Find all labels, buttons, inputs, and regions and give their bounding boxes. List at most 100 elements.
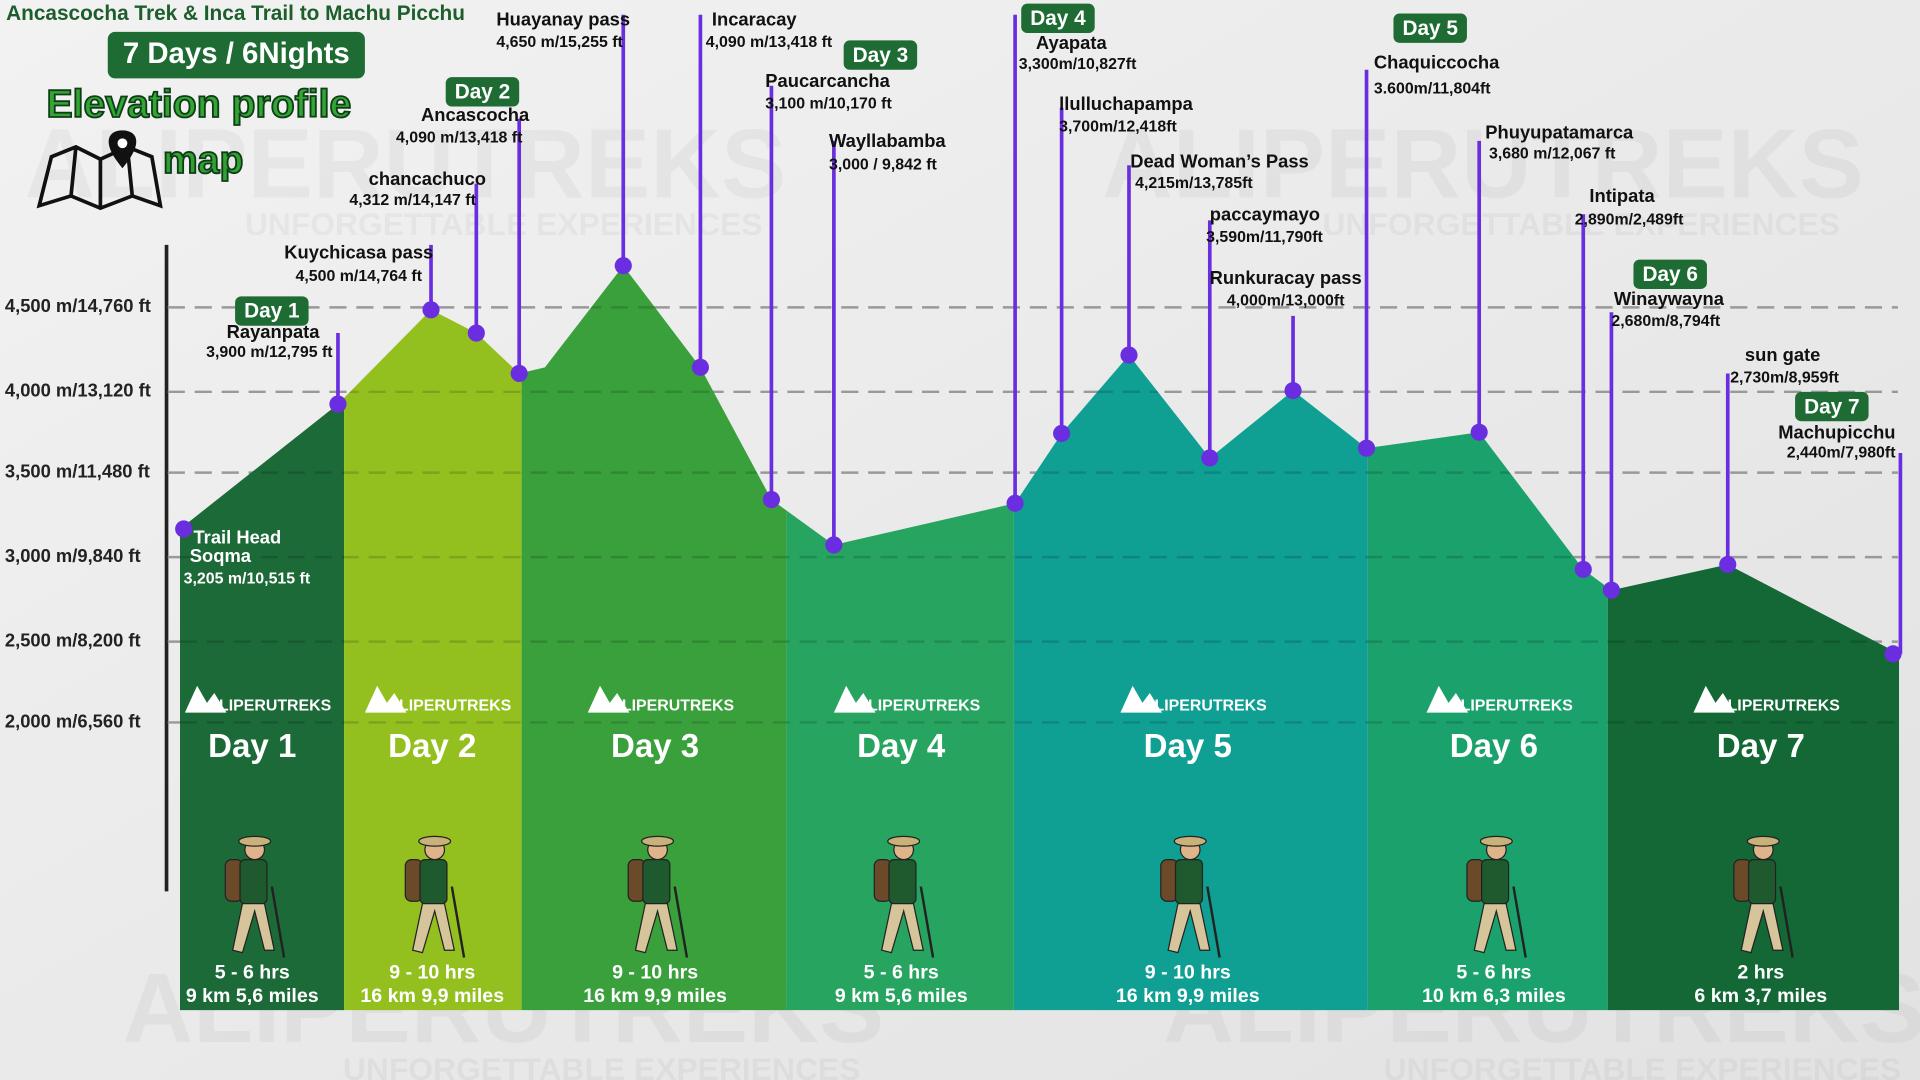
- hiker-hat: [641, 835, 675, 847]
- day-hours: 5 - 6 hrs: [864, 962, 939, 984]
- waypoint-dot: [762, 491, 780, 509]
- waypoint-elevation: 3,000 / 9,842 ft: [829, 157, 938, 174]
- watermark-tagline: UNFORGETTABLE EXPERIENCES: [343, 1051, 861, 1080]
- hiker-legs: [634, 903, 678, 954]
- waypoint-elevation: 4,090 m/13,418 ft: [396, 130, 523, 147]
- brand-logo: ALIPERUTREKS: [1143, 698, 1267, 715]
- waypoint-name: Runkuracay pass: [1210, 267, 1362, 288]
- hiker-pole: [1512, 886, 1527, 958]
- waypoint-name: Trail Head: [193, 527, 281, 548]
- day-label: Day 4: [857, 728, 946, 765]
- title: Ancascocha Trek & Inca Trail to Machu Pi…: [6, 2, 465, 25]
- brand-mark: [1120, 685, 1163, 713]
- waypoint-elevation: 2,680m/8,794ft: [1611, 313, 1720, 330]
- waypoint-dot: [1120, 346, 1138, 364]
- day-hours: 5 - 6 hrs: [215, 962, 290, 984]
- day-hours: 9 - 10 hrs: [389, 962, 475, 984]
- waypoint-elevation: 3,680 m/12,067 ft: [1489, 145, 1616, 162]
- day-hours: 5 - 6 hrs: [1456, 962, 1531, 984]
- hiker-legs: [1167, 903, 1211, 954]
- hiker-hat: [1479, 835, 1513, 847]
- waypoint-elevation: 2,890m/2,489ft: [1575, 212, 1684, 229]
- waypoint-dot: [175, 520, 193, 538]
- waypoint-name: Dead Woman’s Pass: [1130, 151, 1309, 172]
- axis-label: 4,500 m/14,760 ft: [5, 295, 151, 316]
- day-badge-label: Day 1: [244, 300, 300, 323]
- day-distance: 9 km 5,6 miles: [835, 985, 968, 1007]
- waypoint-elevation: 3.600m/11,804ft: [1374, 81, 1491, 98]
- hiker-icon: [1733, 835, 1794, 958]
- hiker-icon: [224, 835, 286, 958]
- hiker-icon: [1466, 835, 1527, 958]
- hiker-hat: [418, 835, 452, 847]
- waypoint-dot: [1884, 645, 1902, 663]
- day-badge-label: Day 2: [455, 81, 511, 104]
- waypoint-name: Phuyupatamarca: [1485, 121, 1634, 142]
- waypoint-dot: [614, 257, 632, 275]
- brand-logo: ALIPERUTREKS: [857, 698, 981, 715]
- day-badge: [843, 40, 918, 70]
- waypoint-elevation: 4,650 m/15,255 ft: [496, 34, 623, 51]
- brand-mark: [833, 685, 876, 713]
- day-label: Day 7: [1717, 728, 1805, 765]
- hiker-icon: [1160, 835, 1221, 958]
- hiker-pole: [1779, 886, 1794, 958]
- hiker-body: [888, 858, 917, 905]
- waypoint-elevation: 4,312 m/14,147 ft: [349, 192, 476, 209]
- axis-label: 2,000 m/6,560 ft: [5, 710, 141, 731]
- waypoint-elevation: 3,205 m/10,515 ft: [184, 570, 311, 587]
- waypoint-dot: [691, 358, 709, 376]
- waypoint-dot: [1602, 581, 1620, 599]
- waypoint-elevation: 2,440m/7,980ft: [1787, 444, 1896, 461]
- brand-mark: [1693, 685, 1736, 713]
- day-distance: 16 km 9,9 miles: [1116, 985, 1260, 1007]
- hiker-body: [642, 858, 671, 905]
- waypoint-dot: [1574, 560, 1592, 578]
- day-hours: 2 hrs: [1737, 962, 1784, 984]
- day-badge: [1393, 13, 1467, 43]
- axis-label: 3,500 m/11,480 ft: [5, 460, 150, 481]
- day-label: Day 3: [611, 728, 699, 765]
- waypoint-name: Huayanay pass: [496, 9, 630, 30]
- waypoint-dot: [422, 301, 440, 319]
- waypoint-elevation: 4,500 m/14,764 ft: [296, 268, 423, 285]
- day-distance: 16 km 9,9 miles: [360, 985, 504, 1007]
- axis-label: 2,500 m/8,200 ft: [5, 629, 141, 650]
- brand-logo: ALIPERUTREKS: [388, 698, 512, 715]
- watermark: ALIPERUTREKS: [24, 108, 786, 218]
- hiker-legs: [1473, 903, 1517, 954]
- hiker-icon: [627, 835, 689, 958]
- waypoint-dot: [329, 395, 347, 413]
- hiker-hat: [887, 835, 921, 847]
- hiker-body: [1481, 858, 1510, 905]
- hiker-legs: [880, 903, 925, 954]
- axis-label: 4,000 m/13,120 ft: [5, 380, 151, 401]
- brand-mark: [364, 685, 407, 713]
- day-badge-label: Day 4: [1030, 7, 1086, 30]
- watermark-tagline: UNFORGETTABLE EXPERIENCES: [245, 206, 763, 242]
- day-label: Day 6: [1450, 728, 1538, 765]
- waypoint-name: sun gate: [1745, 344, 1821, 365]
- waypoint-elevation: 4,000m/13,000ft: [1227, 292, 1345, 309]
- waypoint-name: Intipata: [1589, 185, 1655, 206]
- waypoint-name: Winaywayna: [1614, 288, 1725, 309]
- hiker-legs: [411, 903, 456, 954]
- waypoint-name: Paucarcancha: [765, 70, 890, 91]
- hiker-body: [239, 858, 268, 905]
- waypoint-dot: [825, 536, 843, 554]
- day-distance: 9 km 5,6 miles: [186, 985, 319, 1007]
- waypoint-name: Wayllabamba: [829, 130, 946, 151]
- brand-logo: ALIPERUTREKS: [208, 698, 332, 715]
- brand-mark: [1426, 685, 1469, 713]
- hiker-hat: [1173, 835, 1207, 847]
- waypoint-name: Incaracay: [712, 9, 798, 30]
- day-label: Day 5: [1144, 728, 1232, 765]
- day-hours: 9 - 10 hrs: [1145, 962, 1231, 984]
- waypoint-name: Kuychicasa pass: [284, 241, 433, 262]
- hiker-body: [419, 858, 448, 905]
- waypoint-elevation: 3,900 m/12,795 ft: [206, 344, 333, 361]
- brand-mark: [587, 685, 630, 713]
- waypoint-dot: [510, 364, 528, 383]
- waypoint-name: Chaquiccocha: [1374, 52, 1500, 73]
